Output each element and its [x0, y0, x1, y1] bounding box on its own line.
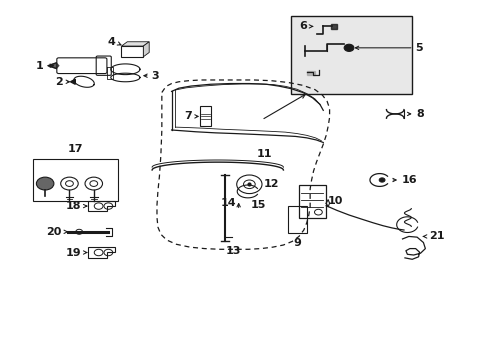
Polygon shape [306, 71, 315, 75]
Text: 8: 8 [416, 109, 424, 119]
Circle shape [36, 177, 54, 190]
Polygon shape [143, 42, 149, 57]
Text: 21: 21 [428, 231, 444, 242]
Text: 7: 7 [184, 111, 192, 121]
Text: 19: 19 [65, 248, 81, 257]
Text: 11: 11 [256, 149, 271, 159]
Text: 15: 15 [250, 201, 265, 210]
Polygon shape [121, 42, 149, 46]
Polygon shape [48, 63, 59, 68]
Text: 16: 16 [401, 175, 417, 185]
Circle shape [76, 229, 82, 234]
Circle shape [344, 44, 353, 51]
Bar [200, 107, 211, 126]
Bar [298, 185, 325, 217]
Text: 3: 3 [151, 71, 159, 81]
Text: 4: 4 [107, 37, 115, 48]
Text: 5: 5 [415, 43, 423, 53]
Text: 18: 18 [65, 201, 81, 211]
Text: 17: 17 [68, 144, 83, 154]
Text: 12: 12 [264, 179, 279, 189]
Text: 1: 1 [36, 61, 43, 71]
Bar [290, 16, 411, 94]
Bar [121, 46, 143, 57]
Text: 13: 13 [225, 247, 241, 256]
Polygon shape [70, 79, 75, 84]
Bar [33, 158, 118, 202]
Text: 10: 10 [327, 197, 343, 206]
Text: 6: 6 [299, 21, 306, 31]
Bar [287, 206, 306, 233]
Text: 14: 14 [220, 198, 236, 208]
Circle shape [378, 178, 384, 182]
Text: 20: 20 [46, 227, 61, 237]
Text: 9: 9 [293, 238, 301, 248]
Polygon shape [330, 24, 336, 28]
Text: 2: 2 [55, 77, 62, 87]
